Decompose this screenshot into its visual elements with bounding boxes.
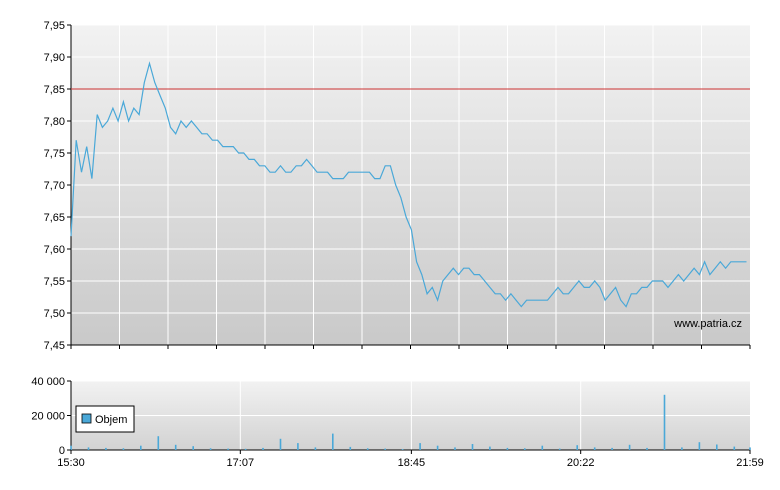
volume-bar <box>681 447 683 450</box>
volume-bar <box>70 445 72 450</box>
volume-bar <box>524 448 526 450</box>
price-y-tick-label: 7,65 <box>44 212 65 224</box>
price-y-ticks: 7,45 7,50 7,55 7,60 7,65 7,70 7,75 7,80 7,85 7,90… <box>44 20 71 352</box>
volume-x-tick-label: 15:30 <box>57 457 85 469</box>
volume-y-tick-label: 40 000 <box>31 376 65 388</box>
volume-bar <box>593 447 596 450</box>
volume-x-tick-label: 20:22 <box>567 457 595 469</box>
volume-gridlines <box>71 380 750 450</box>
price-series-line <box>70 61 747 308</box>
price-y-tick-label: 7,45 <box>44 340 65 352</box>
volume-bar <box>87 447 90 450</box>
volume-bar <box>436 445 439 450</box>
volume-x-tick-label: 17:07 <box>227 457 255 469</box>
price-x-tick-marks <box>70 345 751 349</box>
watermark: www.patria.cz <box>673 318 742 330</box>
volume-bar <box>628 444 631 450</box>
volume-bar <box>209 448 212 450</box>
volume-x-tick-label: 18:45 <box>398 457 426 469</box>
volume-bar <box>541 445 544 450</box>
volume-bar <box>698 442 701 450</box>
volume-x-ticks: 15:30 17:07 18:45 20:22 21:59 <box>57 450 764 469</box>
volume-bar <box>646 447 648 450</box>
volume-bar <box>454 447 456 450</box>
volume-bar <box>140 445 142 450</box>
price-panel: 7,45 7,50 7,55 7,60 7,65 7,70 7,75 7,80 7,85 7,90… <box>44 20 751 352</box>
volume-bar <box>105 447 107 450</box>
volume-bar <box>262 447 264 450</box>
volume-bar <box>558 448 561 450</box>
volume-bar <box>227 448 229 450</box>
volume-bar <box>471 444 474 450</box>
volume-bar <box>192 446 194 450</box>
legend-label-objem: Objem <box>95 414 127 426</box>
volume-bar <box>749 447 751 450</box>
volume-bar <box>419 443 421 450</box>
volume-bar <box>401 449 404 450</box>
legend: Objem <box>75 405 135 433</box>
volume-bar <box>716 444 718 450</box>
volume-bars <box>70 394 751 450</box>
price-y-tick-label: 7,95 <box>44 20 65 32</box>
volume-bar <box>157 436 160 450</box>
price-y-tick-label: 7,80 <box>44 116 65 128</box>
volume-bar <box>244 448 247 450</box>
volume-bar <box>611 447 613 450</box>
price-y-tick-label: 7,90 <box>44 52 65 64</box>
price-y-tick-label: 7,50 <box>44 308 65 320</box>
volume-y-tick-label: 20 000 <box>31 411 65 423</box>
price-y-tick-label: 7,55 <box>44 276 65 288</box>
price-y-tick-label: 7,70 <box>44 180 65 192</box>
volume-bar <box>489 446 491 450</box>
volume-bar <box>174 444 177 450</box>
volume-y-tick-label: 0 <box>59 445 65 457</box>
volume-y-ticks: 0 20 000 40 000 <box>31 376 71 457</box>
price-y-tick-label: 7,60 <box>44 244 65 256</box>
volume-bar <box>314 447 317 450</box>
volume-bar <box>384 448 386 450</box>
volume-bar <box>663 394 666 450</box>
legend-swatch <box>81 413 92 424</box>
volume-bar <box>733 446 736 450</box>
volume-x-tick-label: 21:59 <box>736 457 764 469</box>
price-y-tick-label: 7,75 <box>44 148 65 160</box>
volume-bar <box>506 447 509 450</box>
volume-bar <box>576 445 578 450</box>
volume-bar <box>366 448 369 450</box>
volume-bar <box>279 438 282 450</box>
volume-bar <box>332 433 334 450</box>
volume-bar <box>349 446 352 450</box>
price-y-tick-label: 7,85 <box>44 84 65 96</box>
volume-bar <box>297 443 299 450</box>
volume-bar <box>122 448 125 450</box>
